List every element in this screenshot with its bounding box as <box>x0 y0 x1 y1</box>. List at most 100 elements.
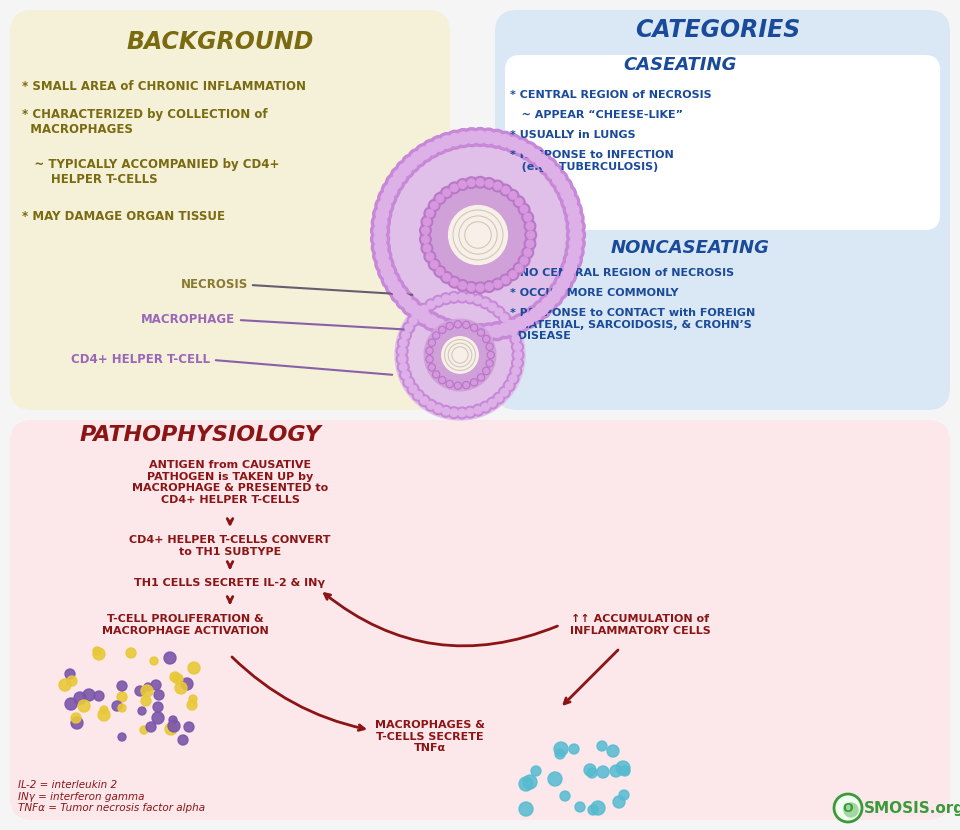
Circle shape <box>381 192 394 204</box>
Text: MACROPHAGES &
T-CELLS SECRETE
TNFα: MACROPHAGES & T-CELLS SECRETE TNFα <box>375 720 485 753</box>
Circle shape <box>448 206 508 265</box>
Circle shape <box>467 294 474 301</box>
Text: * CENTRAL REGION of NECROSIS: * CENTRAL REGION of NECROSIS <box>510 90 711 100</box>
Circle shape <box>409 317 417 325</box>
FancyBboxPatch shape <box>10 420 950 820</box>
Circle shape <box>566 217 585 236</box>
Circle shape <box>425 399 437 411</box>
Circle shape <box>561 270 573 282</box>
Circle shape <box>462 128 481 147</box>
Circle shape <box>413 389 424 401</box>
Circle shape <box>399 364 407 371</box>
Text: * NO CENTRAL REGION of NECROSIS: * NO CENTRAL REGION of NECROSIS <box>510 268 734 278</box>
Circle shape <box>467 408 474 416</box>
Circle shape <box>486 179 492 188</box>
Circle shape <box>558 184 577 203</box>
Circle shape <box>564 201 582 219</box>
Circle shape <box>399 339 407 347</box>
Circle shape <box>515 317 527 330</box>
Circle shape <box>421 227 429 234</box>
Circle shape <box>495 320 515 339</box>
Circle shape <box>74 692 86 704</box>
Circle shape <box>391 167 409 185</box>
Circle shape <box>65 669 75 679</box>
Circle shape <box>524 213 532 221</box>
Circle shape <box>458 293 466 300</box>
Circle shape <box>411 152 423 164</box>
Circle shape <box>509 271 516 278</box>
Circle shape <box>395 290 525 420</box>
Text: CATEGORIES: CATEGORIES <box>636 18 801 42</box>
Circle shape <box>170 672 180 682</box>
Circle shape <box>427 357 432 362</box>
Circle shape <box>378 200 391 212</box>
Circle shape <box>588 805 598 815</box>
Circle shape <box>140 726 148 734</box>
Circle shape <box>375 197 394 215</box>
Circle shape <box>514 262 525 274</box>
Circle shape <box>443 295 450 302</box>
Circle shape <box>466 281 477 293</box>
Circle shape <box>371 222 390 240</box>
Text: ~ APPEAR “CHEESE-LIKE”: ~ APPEAR “CHEESE-LIKE” <box>510 110 683 120</box>
Circle shape <box>434 193 445 204</box>
Circle shape <box>566 254 579 266</box>
Circle shape <box>71 717 83 729</box>
Circle shape <box>502 186 510 194</box>
Circle shape <box>547 167 560 179</box>
Text: ~ TYPICALLY ACCOMPANIED by CD4+
       HELPER T-CELLS: ~ TYPICALLY ACCOMPANIED by CD4+ HELPER T… <box>22 158 279 186</box>
Circle shape <box>482 299 490 306</box>
Circle shape <box>465 292 476 304</box>
Circle shape <box>597 766 609 778</box>
Circle shape <box>443 408 450 415</box>
Circle shape <box>522 247 534 258</box>
Circle shape <box>470 325 478 331</box>
Circle shape <box>489 303 496 310</box>
Circle shape <box>492 180 503 192</box>
Circle shape <box>514 196 525 208</box>
Circle shape <box>413 309 424 320</box>
Text: * OCCUR MORE COMMONLY: * OCCUR MORE COMMONLY <box>510 288 679 298</box>
Circle shape <box>378 188 396 208</box>
Text: T-CELL PROLIFERATION &
MACROPHAGE ACTIVATION: T-CELL PROLIFERATION & MACROPHAGE ACTIVA… <box>102 614 269 636</box>
Circle shape <box>374 225 386 237</box>
Circle shape <box>500 314 508 321</box>
Circle shape <box>457 132 469 144</box>
Circle shape <box>415 307 434 326</box>
Circle shape <box>474 296 482 304</box>
Circle shape <box>610 765 622 777</box>
Circle shape <box>443 189 450 197</box>
Circle shape <box>118 704 126 712</box>
Circle shape <box>454 320 462 328</box>
Circle shape <box>584 764 596 776</box>
Circle shape <box>591 801 605 815</box>
Circle shape <box>423 218 431 226</box>
Circle shape <box>565 209 584 227</box>
Circle shape <box>146 722 156 732</box>
Circle shape <box>426 209 434 217</box>
Circle shape <box>486 283 492 290</box>
Circle shape <box>178 735 188 745</box>
Circle shape <box>430 261 438 268</box>
Circle shape <box>181 678 193 690</box>
Circle shape <box>489 399 496 407</box>
Circle shape <box>544 164 564 182</box>
Circle shape <box>488 361 492 366</box>
Circle shape <box>399 164 411 176</box>
Circle shape <box>569 221 582 232</box>
Circle shape <box>557 180 569 193</box>
Circle shape <box>396 345 408 357</box>
Circle shape <box>483 335 490 343</box>
Circle shape <box>441 271 452 283</box>
Circle shape <box>482 326 494 339</box>
Circle shape <box>430 202 438 209</box>
Circle shape <box>522 144 535 157</box>
Circle shape <box>397 361 409 373</box>
Circle shape <box>557 277 569 290</box>
Circle shape <box>374 233 386 246</box>
FancyBboxPatch shape <box>505 240 940 400</box>
Circle shape <box>466 327 478 339</box>
Circle shape <box>488 344 492 349</box>
Circle shape <box>428 200 440 212</box>
Circle shape <box>484 369 489 374</box>
